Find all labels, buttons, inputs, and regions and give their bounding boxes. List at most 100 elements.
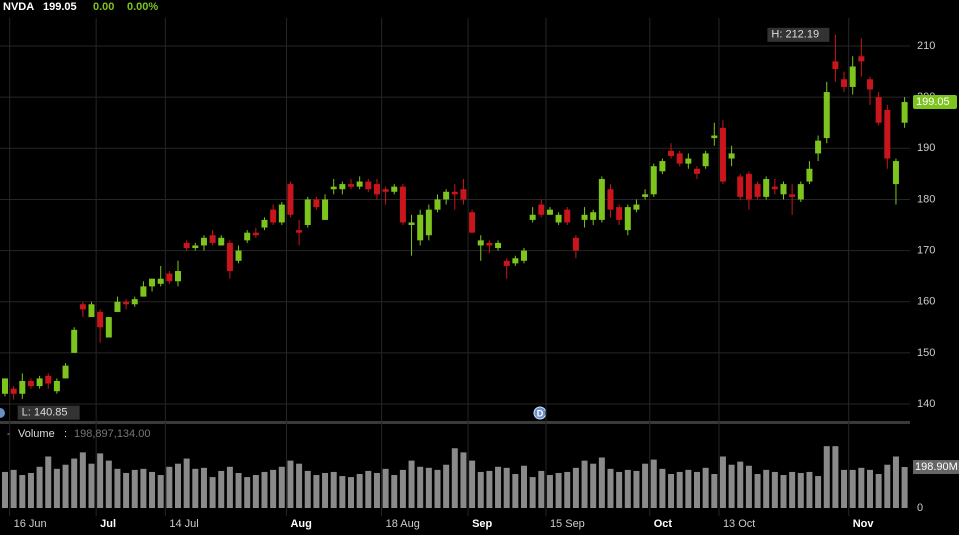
x-tick-label: Aug — [290, 518, 311, 530]
candle-body — [806, 168, 813, 182]
volume-bar — [105, 460, 112, 508]
y-tick-label: 180 — [917, 193, 935, 205]
volume-bar — [745, 465, 752, 508]
dividend-letter: D — [537, 408, 544, 418]
candle-body — [244, 232, 251, 241]
volume-bar — [555, 472, 562, 508]
volume-bar — [858, 467, 865, 508]
volume-bar — [564, 471, 571, 508]
volume-bar — [218, 470, 225, 508]
candle-body — [711, 135, 718, 139]
candle-body — [503, 260, 510, 266]
high-label: H: 212.19 — [771, 29, 819, 41]
last-price-box — [913, 95, 957, 110]
candle-body — [512, 258, 519, 264]
candle-body — [408, 222, 415, 226]
volume-bar — [304, 470, 311, 508]
candle-body — [235, 250, 242, 261]
candle-body — [123, 301, 130, 305]
high-label-box — [767, 27, 830, 42]
candle-body — [62, 365, 69, 379]
volume-bar — [209, 477, 216, 508]
volume-bar — [495, 466, 502, 508]
candle-body — [832, 61, 839, 70]
volume-bar — [157, 475, 164, 508]
volume-bar — [373, 472, 380, 508]
volume-bar — [659, 468, 666, 508]
volume-bar — [780, 475, 787, 508]
candle-body — [322, 199, 329, 220]
candle-body — [789, 194, 796, 197]
candle-body — [823, 92, 830, 139]
change-pct: 0.00% — [127, 1, 158, 13]
candle-body — [356, 181, 363, 187]
volume-bar — [624, 469, 631, 508]
volume-bar — [668, 474, 675, 508]
pane-separator — [0, 421, 910, 424]
candle-body — [252, 232, 259, 236]
volume-bar — [702, 467, 709, 508]
candle-body — [373, 184, 380, 195]
candle-body — [330, 186, 337, 190]
volume-tick-label: 0 — [917, 502, 923, 514]
volume-label-box — [913, 460, 959, 475]
candle-body — [469, 212, 476, 233]
candle-body — [797, 184, 804, 200]
volume-bar — [486, 470, 493, 508]
candle-body — [702, 153, 709, 167]
volume-bar — [823, 446, 830, 508]
last-price: 199.05 — [43, 1, 77, 13]
candle-body — [2, 378, 8, 394]
candle-body — [183, 242, 190, 249]
volume-bar — [719, 456, 726, 508]
candle-body — [399, 186, 406, 223]
volume-bar — [183, 458, 190, 508]
candle-body — [728, 153, 735, 159]
candle-body — [521, 250, 527, 261]
candle-body — [633, 204, 640, 210]
y-tick-label: 160 — [917, 296, 935, 308]
volume-bar — [806, 471, 813, 508]
volume-bar — [901, 467, 908, 508]
low-label-box — [17, 405, 80, 420]
event-marker — [0, 408, 5, 418]
volume-dash: - — [7, 428, 11, 440]
volume-bar — [650, 459, 657, 508]
candle-body — [131, 299, 138, 305]
volume-bar — [685, 469, 692, 508]
candle-body — [892, 161, 899, 185]
candle-body — [10, 388, 17, 394]
x-tick-label: 13 Oct — [723, 518, 755, 530]
volume-bar — [434, 469, 441, 508]
x-tick-label: 14 Jul — [169, 518, 198, 530]
volume-bar — [123, 472, 130, 508]
candle-body — [754, 184, 761, 197]
volume-bar — [296, 463, 303, 508]
volume-bar — [443, 464, 450, 508]
candle-body — [149, 278, 156, 287]
candle-body — [460, 189, 467, 200]
candle-body — [685, 158, 692, 164]
candle-body — [71, 329, 78, 353]
volume-bar — [512, 474, 519, 508]
candle-body — [737, 176, 744, 197]
candle-body — [719, 127, 726, 182]
volume-bar — [754, 474, 761, 508]
candle-body — [19, 380, 26, 394]
y-tick-label: 190 — [917, 142, 935, 154]
candle-body — [105, 317, 112, 338]
candle-body — [849, 66, 856, 87]
candle-body — [114, 301, 121, 312]
y-tick-label: 140 — [917, 398, 935, 410]
volume-bar — [149, 471, 156, 508]
volume-bar — [572, 467, 579, 508]
low-label: L: 140.85 — [22, 407, 68, 419]
candle-body — [348, 184, 354, 187]
candle-body — [495, 242, 502, 249]
y-tick-label: 150 — [917, 347, 935, 359]
candle-body — [79, 304, 86, 310]
candle-body — [443, 191, 450, 200]
